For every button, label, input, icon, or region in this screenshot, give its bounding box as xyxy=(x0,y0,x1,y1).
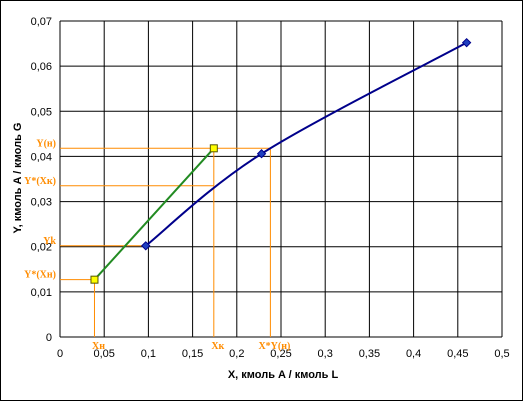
x-tick-label: 0,35 xyxy=(359,348,380,360)
x-tick-label: 0,45 xyxy=(447,348,468,360)
data-point-diamond-0-2 xyxy=(461,37,472,48)
x-tick-label: 0,2 xyxy=(229,348,244,360)
x-tick-label: 0,05 xyxy=(93,348,114,360)
series-layer xyxy=(90,37,472,284)
x-tick-label: 0 xyxy=(57,348,63,360)
x-tick-label: 0,25 xyxy=(270,348,291,360)
data-point-square-1-1 xyxy=(209,144,218,153)
y-annotation-label: Y*(Xн) xyxy=(24,270,56,281)
x-annotation-label: X*Y(н) xyxy=(258,341,290,352)
y-annotation-label: Y*(Xк) xyxy=(24,176,56,187)
x-tick-label: 0,3 xyxy=(318,348,333,360)
y-tick-label: 0,07 xyxy=(31,16,52,28)
x-axis-title: X, кмоль A / кмоль L xyxy=(228,369,339,381)
data-point-square-1-0 xyxy=(90,275,99,284)
y-tick-label: 0,06 xyxy=(31,61,52,73)
x-annotation-label: Xк xyxy=(211,341,224,352)
y-tick-label: 0,01 xyxy=(31,287,52,299)
data-point-diamond-0-1 xyxy=(256,149,267,159)
y-axis-title: Y, кмоль A / кмоль G xyxy=(12,123,24,234)
x-annotation-label: Xн xyxy=(92,341,105,352)
y-annotation-label: Yk xyxy=(43,236,56,247)
y-tick-label: 0,03 xyxy=(31,197,52,209)
y-tick-label: 0,05 xyxy=(31,106,52,118)
guide-lines xyxy=(60,147,271,337)
x-tick-label: 0,4 xyxy=(406,348,421,360)
y-annotation-label: Y(н) xyxy=(36,138,56,149)
x-tick-label: 0,5 xyxy=(494,348,509,360)
x-tick-label: 0,15 xyxy=(182,348,203,360)
x-tick-label: 0,1 xyxy=(141,348,156,360)
data-point-diamond-0-0 xyxy=(141,241,151,251)
grid-lines xyxy=(59,20,503,338)
annotation-labels: Y(н) Y*(Xк) Yk Y*(Xн) Xн Xк X*Y(н) xyxy=(24,138,290,352)
y-tick-label: 0,04 xyxy=(31,151,52,163)
series-line-1 xyxy=(93,147,215,281)
series-line-0 xyxy=(145,41,468,247)
y-tick-label: 0 xyxy=(46,332,52,344)
tick-labels: 0 0,05 0,1 0,15 0,2 0,25 0,3 0,35 0,4 0,45 0,5 0 0,0… xyxy=(31,16,510,360)
y-tick-label: 0,02 xyxy=(31,242,52,254)
